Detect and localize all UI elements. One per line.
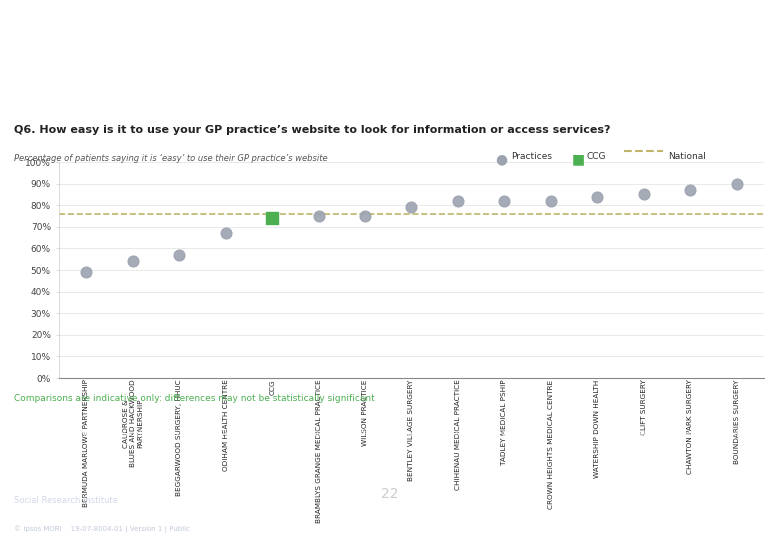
Text: Practices: Practices xyxy=(511,152,552,161)
Text: Ipsos MORI: Ipsos MORI xyxy=(14,475,80,485)
Text: Comparisons are indicative only: differences may not be statistically significan: Comparisons are indicative only: differe… xyxy=(14,394,375,403)
Text: Social Research Institute: Social Research Institute xyxy=(14,496,118,505)
Text: ●: ● xyxy=(495,152,508,166)
Point xyxy=(266,214,278,222)
Point xyxy=(126,257,139,266)
Text: Ease of use of online services:
how the CCG’s practices compare: Ease of use of online services: how the … xyxy=(14,24,383,69)
Text: Ipsos: Ipsos xyxy=(725,496,746,503)
Point xyxy=(637,190,650,199)
Point xyxy=(312,212,324,220)
Text: 22: 22 xyxy=(381,487,399,501)
Text: Q6. How easy is it to use your GP practice’s website to look for information or : Q6. How easy is it to use your GP practi… xyxy=(14,125,611,134)
Point xyxy=(684,186,697,194)
Point xyxy=(80,268,93,276)
Point xyxy=(591,192,604,201)
Point xyxy=(544,197,557,205)
Text: National: National xyxy=(668,152,706,161)
Point xyxy=(730,179,743,188)
Text: Base: All those completing a questionnaire excluding ‘Haven’t tried’: National (: Base: All those completing a questionnai… xyxy=(14,430,532,437)
Point xyxy=(359,212,371,220)
Point xyxy=(219,229,232,238)
Text: © Ipsos MORI    19-07-8004-01 | Version 1 | Public: © Ipsos MORI 19-07-8004-01 | Version 1 |… xyxy=(14,525,190,532)
Text: %Easy = %Very easy + %Fairly easy: %Easy = %Very easy + %Fairly easy xyxy=(632,430,764,437)
Point xyxy=(452,197,464,205)
Point xyxy=(405,203,417,212)
Text: CCG: CCG xyxy=(587,152,606,161)
Point xyxy=(498,197,511,205)
Text: ■: ■ xyxy=(572,152,585,166)
Text: Percentage of patients saying it is ‘easy’ to use their GP practice’s website: Percentage of patients saying it is ‘eas… xyxy=(14,154,328,163)
Point xyxy=(173,251,186,259)
